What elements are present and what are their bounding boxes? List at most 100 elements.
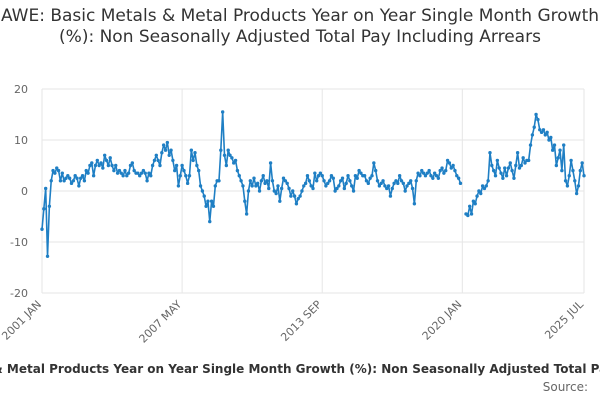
data-point xyxy=(285,181,289,186)
data-point xyxy=(357,168,361,173)
data-point xyxy=(80,174,85,178)
data-point xyxy=(329,174,334,178)
data-point xyxy=(208,219,212,224)
x-tick-label: 2007 MAY xyxy=(137,298,185,346)
data-point xyxy=(351,189,356,193)
data-point xyxy=(434,174,439,178)
data-point xyxy=(420,168,424,173)
data-point xyxy=(263,181,267,186)
data-point xyxy=(556,156,560,160)
data-point xyxy=(206,199,210,203)
data-point xyxy=(471,199,476,203)
series-layer xyxy=(40,110,586,258)
data-point xyxy=(445,158,450,163)
data-point xyxy=(565,184,570,188)
chart-title: AWE: Basic Metals & Metal Products Year … xyxy=(0,6,600,47)
y-tick-label: 0 xyxy=(21,185,28,198)
data-point xyxy=(250,184,254,188)
data-point xyxy=(176,184,181,188)
data-point xyxy=(204,204,208,208)
data-point xyxy=(397,174,402,178)
data-point xyxy=(337,184,341,188)
data-point xyxy=(99,161,103,165)
data-point xyxy=(320,174,324,178)
data-point xyxy=(543,133,547,137)
data-point xyxy=(233,158,238,163)
y-tick-label: 10 xyxy=(14,134,28,147)
data-point xyxy=(174,163,179,168)
data-point xyxy=(536,117,540,122)
data-point xyxy=(195,163,199,168)
data-point xyxy=(97,163,101,168)
x-tick-label: 2025 JUL xyxy=(542,297,586,341)
data-point xyxy=(73,174,77,178)
data-point xyxy=(141,168,146,173)
data-point xyxy=(292,194,297,198)
data-point xyxy=(326,181,330,186)
data-point xyxy=(344,181,348,186)
data-point xyxy=(178,174,182,178)
data-point xyxy=(86,171,90,175)
data-point xyxy=(425,171,429,175)
data-point xyxy=(40,227,44,231)
data-point xyxy=(578,168,583,173)
data-point xyxy=(497,166,501,170)
data-point xyxy=(226,148,230,152)
data-point xyxy=(508,161,512,165)
data-point xyxy=(296,196,300,201)
data-point xyxy=(418,174,422,178)
y-tick-label: -10 xyxy=(10,236,28,249)
data-point xyxy=(110,163,114,168)
data-point xyxy=(390,186,394,191)
data-point xyxy=(158,163,162,168)
data-point xyxy=(475,194,479,198)
data-point xyxy=(244,212,249,216)
data-point xyxy=(547,138,551,142)
data-point xyxy=(388,194,393,198)
data-point xyxy=(480,184,485,188)
data-point xyxy=(169,148,173,152)
data-point xyxy=(429,174,433,178)
data-point xyxy=(427,168,431,173)
data-point xyxy=(491,168,496,173)
data-point xyxy=(432,171,437,175)
data-point xyxy=(121,174,125,178)
data-point xyxy=(283,179,288,183)
data-point xyxy=(211,204,216,208)
data-point xyxy=(305,174,310,178)
data-point xyxy=(377,184,382,188)
data-point xyxy=(49,179,53,183)
data-point xyxy=(128,163,133,168)
data-point xyxy=(370,174,374,178)
data-point xyxy=(373,168,378,173)
data-point xyxy=(519,163,524,168)
data-point xyxy=(340,176,345,180)
data-point xyxy=(495,158,500,163)
data-point xyxy=(173,168,177,173)
data-point xyxy=(316,174,321,178)
data-point xyxy=(362,174,367,178)
data-point xyxy=(313,171,317,175)
data-point xyxy=(276,184,280,188)
data-point xyxy=(573,179,577,183)
data-point xyxy=(53,171,57,175)
data-point xyxy=(270,179,275,183)
y-tick-label: -20 xyxy=(10,287,28,300)
data-point xyxy=(237,174,241,178)
legend-entry: AWE: Basic Metals & Metal Products Year … xyxy=(0,362,600,376)
data-point xyxy=(563,179,568,183)
data-point xyxy=(197,168,201,173)
data-point xyxy=(440,166,444,170)
data-point xyxy=(267,186,271,191)
data-point xyxy=(232,161,236,165)
data-point xyxy=(145,179,149,183)
data-point xyxy=(67,176,72,180)
data-point xyxy=(416,171,420,175)
data-point xyxy=(455,174,459,178)
data-point xyxy=(490,163,494,168)
data-point xyxy=(77,184,81,188)
data-point xyxy=(154,153,158,157)
data-point xyxy=(458,181,463,186)
data-point xyxy=(114,163,118,168)
